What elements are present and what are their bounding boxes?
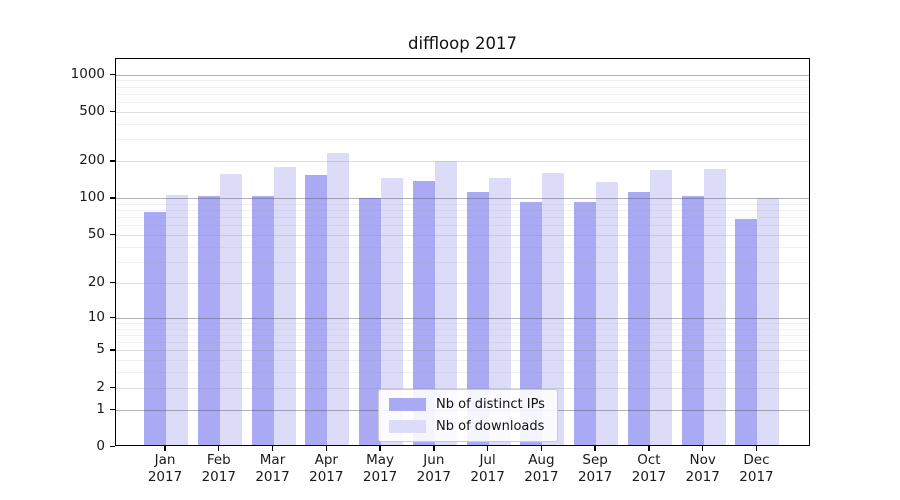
bar-downloads-sep <box>596 182 619 445</box>
x-tick-apr <box>325 446 327 451</box>
bar-downloads-aug <box>542 172 565 445</box>
y-tick-50 <box>110 234 115 236</box>
y-tick-2 <box>110 386 115 389</box>
x-tick-label-apr: Apr 2017 <box>309 452 344 485</box>
y-tick-500 <box>110 110 115 113</box>
y-tick-label-50: 50 <box>87 226 105 243</box>
y-tick-label-5: 5 <box>96 341 105 358</box>
y-tick-label-2: 2 <box>96 378 105 395</box>
x-tick-mar <box>271 446 274 451</box>
bar-ips-nov <box>681 195 704 445</box>
y-tick-label-20: 20 <box>87 273 105 290</box>
bar-ips-aug <box>520 202 543 445</box>
y-tick-label-10: 10 <box>87 308 105 325</box>
bar-ips-jun <box>412 181 435 445</box>
legend-label-distinct-ips: Nb of distinct IPs <box>436 397 545 412</box>
x-tick-label-oct: Oct 2017 <box>631 452 667 485</box>
y-tick-label-0: 0 <box>96 438 105 454</box>
x-tick-oct <box>648 446 650 451</box>
x-tick-aug <box>540 446 543 451</box>
bar-ips-mar <box>251 195 274 445</box>
y-tick-label-500: 500 <box>79 102 105 119</box>
x-tick-jan <box>164 446 166 451</box>
bar-downloads-oct <box>649 169 672 445</box>
legend-swatch-distinct-ips <box>389 398 426 411</box>
x-tick-label-dec: Dec 2017 <box>739 452 774 485</box>
y-tick-label-100: 100 <box>79 189 105 206</box>
bar-downloads-feb <box>219 174 242 445</box>
bar-ips-jul <box>466 192 489 445</box>
x-tick-label-may: May 2017 <box>362 452 398 485</box>
chart-title: diffloop 2017 <box>408 34 517 53</box>
x-tick-label-feb: Feb 2017 <box>201 452 236 485</box>
x-tick-label-jun: Jun 2017 <box>416 452 452 485</box>
x-tick-label-mar: Mar 2017 <box>255 452 290 485</box>
y-tick-20 <box>110 281 115 284</box>
x-tick-label-nov: Nov 2017 <box>685 452 720 485</box>
x-tick-dec <box>755 446 758 451</box>
bar-ips-apr <box>305 175 328 445</box>
bar-ips-dec <box>735 219 758 445</box>
plot-area: Nb of distinct IPs Nb of downloads <box>115 58 810 446</box>
x-tick-label-aug: Aug 2017 <box>524 452 559 485</box>
bar-ips-jan <box>144 211 166 445</box>
y-tick-0 <box>110 446 115 448</box>
x-tick-feb <box>218 446 220 451</box>
bar-downloads-nov <box>703 168 726 445</box>
y-tick-label-1: 1 <box>96 400 105 417</box>
legend-label-downloads: Nb of downloads <box>436 419 545 434</box>
bar-downloads-dec <box>757 197 780 445</box>
x-tick-label-jan: Jan 2017 <box>147 452 183 485</box>
y-tick-1000 <box>110 73 115 75</box>
bar-ips-feb <box>197 196 220 445</box>
legend-item-downloads: Nb of downloads <box>389 419 545 434</box>
bars-layer <box>116 59 809 445</box>
x-tick-jun <box>433 446 435 451</box>
bar-downloads-jan <box>166 195 188 445</box>
x-tick-may <box>379 446 381 451</box>
x-tick-label-jul: Jul 2017 <box>470 452 505 485</box>
x-tick-nov <box>702 446 704 451</box>
bar-downloads-jun <box>434 161 457 445</box>
y-tick-1 <box>110 408 115 411</box>
y-tick-100 <box>110 197 115 199</box>
x-tick-jul <box>486 446 489 451</box>
bar-downloads-may <box>381 178 404 445</box>
y-tick-200 <box>110 160 115 162</box>
y-tick-label-200: 200 <box>79 152 105 169</box>
legend: Nb of distinct IPs Nb of downloads <box>378 389 558 442</box>
bar-downloads-apr <box>327 152 350 445</box>
y-tick-label-1000: 1000 <box>70 65 105 82</box>
x-tick-label-sep: Sep 2017 <box>577 452 613 485</box>
x-tick-sep <box>594 446 596 451</box>
bar-ips-sep <box>574 201 597 445</box>
legend-item-distinct-ips: Nb of distinct IPs <box>389 397 545 412</box>
bar-downloads-mar <box>273 166 296 445</box>
bar-ips-may <box>359 198 382 445</box>
y-tick-5 <box>110 349 115 351</box>
y-tick-10 <box>110 316 115 319</box>
legend-swatch-downloads <box>389 420 426 433</box>
bar-downloads-jul <box>488 177 511 445</box>
bar-ips-oct <box>627 192 650 445</box>
